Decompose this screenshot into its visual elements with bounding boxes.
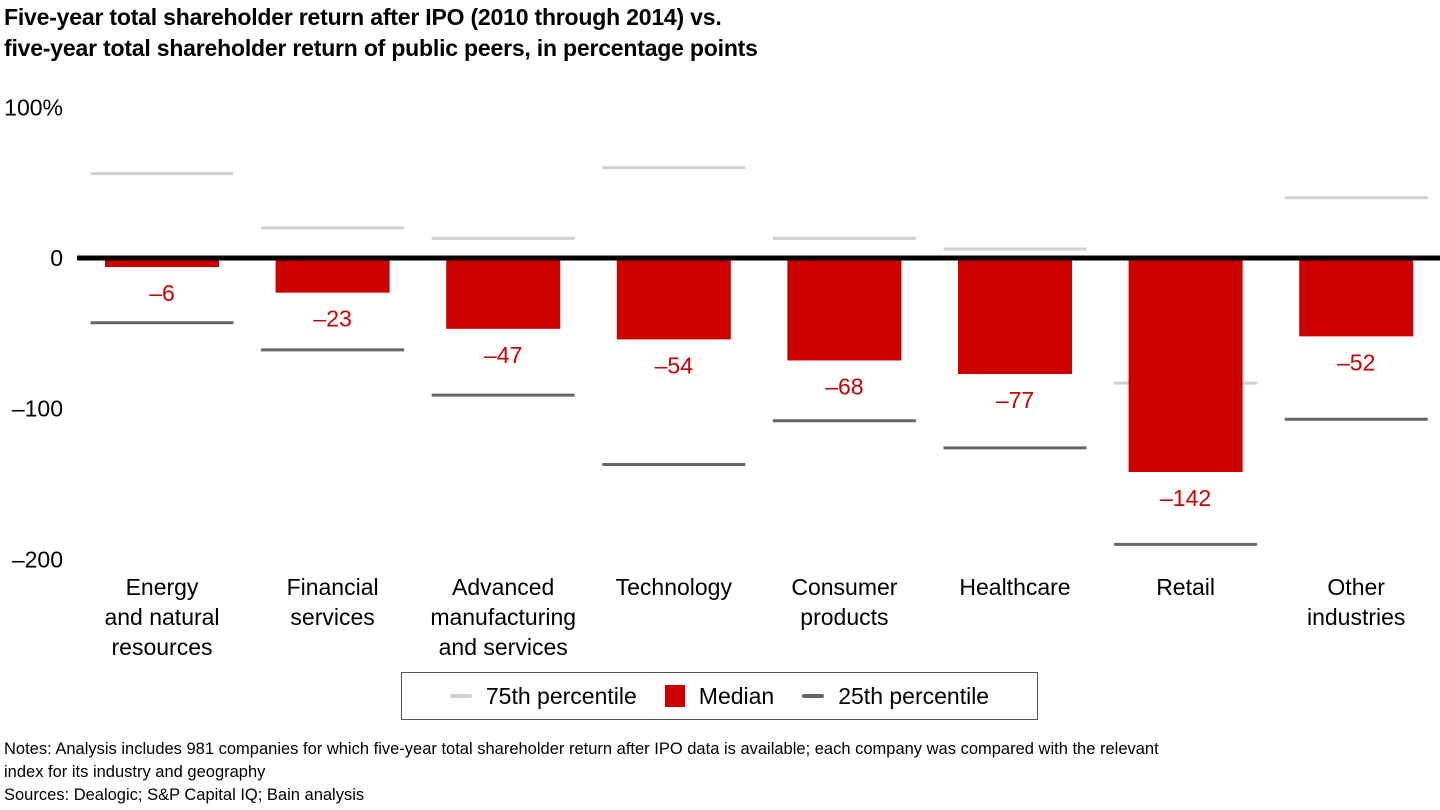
legend-swatch-median bbox=[664, 685, 685, 707]
x-tick-label-line: and services bbox=[439, 634, 568, 660]
median-data-label: –77 bbox=[996, 387, 1034, 413]
x-tick-label-line: services bbox=[290, 604, 374, 630]
legend-item-median: Median bbox=[664, 682, 775, 710]
median-data-label: –54 bbox=[655, 352, 694, 378]
x-tick-label-line: Retail bbox=[1156, 574, 1215, 600]
chart-plot: 100% 0 –100 –200 –6 –23 –47 –54 –68 –77 –142 –52 E… bbox=[4, 94, 1440, 660]
x-axis: Energy and natural resources Financial servi… bbox=[104, 574, 1405, 660]
x-tick-label: Healthcare bbox=[959, 574, 1070, 600]
x-tick-label-line: resources bbox=[112, 634, 213, 660]
median-bar bbox=[616, 258, 731, 340]
x-tick-label: Financial services bbox=[287, 574, 379, 630]
y-tick-label: –100 bbox=[12, 396, 63, 422]
chart-title: Five-year total shareholder return after… bbox=[4, 2, 758, 64]
median-data-label: –68 bbox=[825, 373, 863, 399]
legend-swatch-p25 bbox=[802, 694, 825, 698]
data-labels: –6 –23 –47 –54 –68 –77 –142 –52 bbox=[149, 280, 1375, 511]
y-tick-label: 100% bbox=[4, 94, 63, 120]
y-axis: 100% 0 –100 –200 bbox=[4, 94, 63, 572]
median-data-label: –47 bbox=[484, 342, 522, 368]
x-tick-label-line: Energy bbox=[126, 574, 199, 600]
y-tick-label: –200 bbox=[12, 546, 63, 572]
x-tick-label: Technology bbox=[616, 574, 733, 600]
x-tick-label-line: products bbox=[800, 604, 888, 630]
sources: Sources: Dealogic; S&P Capital IQ; Bain … bbox=[4, 786, 365, 804]
chart-title-line-2: five-year total shareholder return of pu… bbox=[4, 35, 758, 61]
median-bar bbox=[787, 258, 902, 361]
legend-label-p25: 25th percentile bbox=[838, 682, 990, 709]
x-tick-label: Advanced manufacturing and services bbox=[430, 574, 576, 660]
median-series bbox=[105, 258, 1414, 472]
x-tick-label-line: Consumer bbox=[791, 574, 897, 600]
median-data-label: –142 bbox=[1160, 485, 1211, 511]
notes-line-2: index for its industry and geography bbox=[4, 763, 266, 781]
legend-item-p75: 75th percentile bbox=[449, 682, 637, 710]
x-tick-label-line: and natural bbox=[104, 604, 219, 630]
x-tick-label-line: Technology bbox=[616, 574, 733, 600]
x-tick-label: Energy and natural resources bbox=[104, 574, 219, 660]
y-tick-label: 0 bbox=[50, 245, 63, 271]
p25-series bbox=[90, 321, 1428, 546]
notes: Notes: Analysis includes 981 companies f… bbox=[4, 738, 1424, 807]
legend-swatch-p75 bbox=[449, 694, 472, 698]
chart-title-line-1: Five-year total shareholder return after… bbox=[4, 4, 722, 30]
x-tick-label: Other industries bbox=[1307, 574, 1405, 630]
median-data-label: –23 bbox=[313, 306, 351, 332]
median-bar bbox=[105, 258, 219, 268]
x-tick-label-line: Healthcare bbox=[959, 574, 1070, 600]
x-tick-label-line: Financial bbox=[287, 574, 379, 600]
median-bar bbox=[275, 258, 390, 293]
notes-line-1: Notes: Analysis includes 981 companies f… bbox=[4, 740, 1159, 758]
median-data-label: –6 bbox=[149, 280, 175, 306]
legend-label-median: Median bbox=[698, 682, 775, 709]
median-bar bbox=[1299, 258, 1414, 337]
x-tick-label: Retail bbox=[1156, 574, 1215, 600]
x-tick-label: Consumer products bbox=[791, 574, 897, 630]
median-bar bbox=[446, 258, 561, 329]
median-data-label: –52 bbox=[1337, 349, 1375, 375]
legend-label-p75: 75th percentile bbox=[485, 682, 637, 709]
median-bar bbox=[958, 258, 1072, 375]
legend-item-p25: 25th percentile bbox=[802, 683, 989, 710]
x-tick-label-line: manufacturing bbox=[430, 604, 576, 630]
x-tick-label-line: Other bbox=[1327, 574, 1385, 600]
median-bar bbox=[1128, 258, 1243, 472]
x-tick-label-line: industries bbox=[1307, 604, 1405, 630]
legend: 75th percentile Median 25th percentile bbox=[401, 672, 1038, 720]
x-tick-label-line: Advanced bbox=[452, 574, 554, 600]
